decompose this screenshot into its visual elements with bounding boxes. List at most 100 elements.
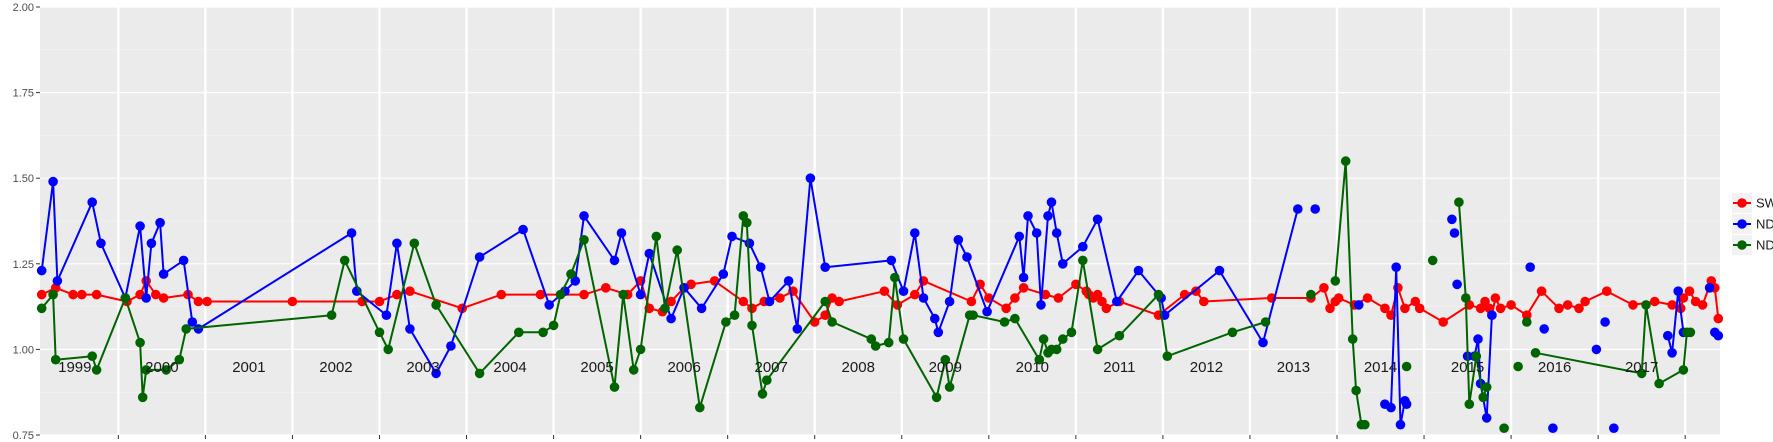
data-point	[1010, 313, 1020, 324]
data-point	[1306, 289, 1316, 300]
data-point	[1427, 255, 1438, 266]
data-point	[50, 354, 61, 365]
data-point	[1034, 354, 1045, 365]
data-point	[383, 344, 394, 355]
data-point	[52, 276, 63, 286]
year-label: 2004	[493, 359, 526, 376]
data-point	[1499, 423, 1509, 434]
data-point	[1548, 423, 1558, 434]
year-label: 2003	[406, 359, 439, 376]
data-point	[1066, 327, 1077, 338]
data-point	[718, 269, 729, 279]
data-point	[1018, 272, 1029, 283]
data-point	[944, 296, 955, 307]
data-point	[918, 293, 929, 303]
data-point	[1609, 423, 1619, 434]
data-point	[1031, 228, 1042, 238]
data-point	[431, 300, 441, 310]
year-label: 2007	[755, 359, 788, 376]
data-point	[1495, 303, 1506, 314]
data-point	[1051, 228, 1062, 238]
data-point	[910, 289, 920, 300]
year-label: 2010	[1016, 359, 1049, 376]
data-point	[999, 317, 1010, 327]
data-point	[742, 217, 752, 228]
data-point	[566, 269, 576, 279]
data-point	[775, 293, 785, 303]
data-point	[1092, 214, 1103, 225]
data-point	[1162, 351, 1173, 362]
data-point	[1525, 262, 1535, 273]
data-point	[1325, 303, 1335, 314]
data-point	[1452, 279, 1462, 290]
y-tick-label: 0.75	[13, 430, 34, 442]
data-point	[1114, 330, 1125, 341]
legend: SWIR NDVI NDWI	[1732, 193, 1773, 255]
year-label: 2006	[667, 359, 700, 376]
year-label: 2005	[580, 359, 613, 376]
data-point	[87, 197, 97, 207]
data-point	[792, 324, 803, 334]
data-point	[1473, 334, 1483, 344]
data-point	[1471, 351, 1482, 362]
data-point	[879, 286, 890, 297]
data-point	[187, 317, 198, 327]
data-point	[1475, 303, 1486, 314]
data-point	[1043, 211, 1053, 221]
data-point	[783, 276, 794, 286]
data-point	[1481, 413, 1492, 423]
y-tick-label: 1.75	[13, 88, 34, 100]
data-point	[1260, 317, 1271, 327]
data-point	[1522, 310, 1532, 321]
y-tick-label: 1.25	[13, 259, 34, 271]
data-point	[1490, 293, 1501, 303]
year-label: 2002	[319, 359, 352, 376]
y-tick-label: 1.50	[13, 173, 34, 185]
data-point	[1678, 293, 1689, 303]
data-point	[1654, 378, 1664, 389]
year-label: 2014	[1364, 359, 1397, 376]
data-point	[1461, 293, 1471, 303]
year-labels: 1999 2000 2001 2002 2003 2004 2005 2006 2007 2008…	[58, 359, 1658, 376]
data-point	[535, 289, 546, 300]
data-point	[1058, 259, 1068, 269]
data-point	[346, 228, 357, 238]
data-point	[374, 327, 385, 338]
data-point	[1386, 402, 1396, 413]
legend-item-ndwi: NDWI	[1732, 235, 1773, 255]
data-point	[1351, 385, 1361, 396]
data-point	[755, 262, 766, 273]
data-point	[1667, 300, 1677, 310]
legend-key-point	[1737, 219, 1747, 229]
data-point	[1227, 327, 1238, 338]
data-point	[1023, 211, 1033, 221]
y-tick-label: 1.00	[13, 344, 34, 356]
data-point	[1360, 419, 1370, 430]
data-point	[36, 265, 47, 276]
legend-label: SWIR	[1756, 196, 1773, 211]
legend-item-swir: SWIR	[1732, 193, 1773, 213]
data-point	[339, 255, 350, 266]
data-point	[744, 238, 755, 249]
data-point	[1101, 303, 1112, 314]
data-point	[1600, 317, 1610, 327]
data-point	[96, 238, 106, 249]
data-point	[1685, 327, 1696, 338]
data-point	[820, 310, 830, 321]
data-point	[141, 276, 151, 286]
data-point	[609, 382, 620, 392]
data-point	[757, 389, 768, 399]
y-axis: 0.75 1.00 1.25 1.50 1.75 2.00	[13, 2, 40, 442]
data-point	[392, 289, 402, 300]
data-point	[1574, 303, 1584, 314]
data-point	[135, 337, 145, 348]
data-point	[1438, 317, 1448, 327]
data-point	[870, 341, 881, 351]
data-point	[1258, 337, 1268, 348]
data-point	[579, 289, 589, 300]
data-point	[1481, 382, 1492, 392]
data-point	[446, 341, 456, 351]
year-label: 2008	[842, 359, 875, 376]
data-point	[1078, 255, 1088, 266]
